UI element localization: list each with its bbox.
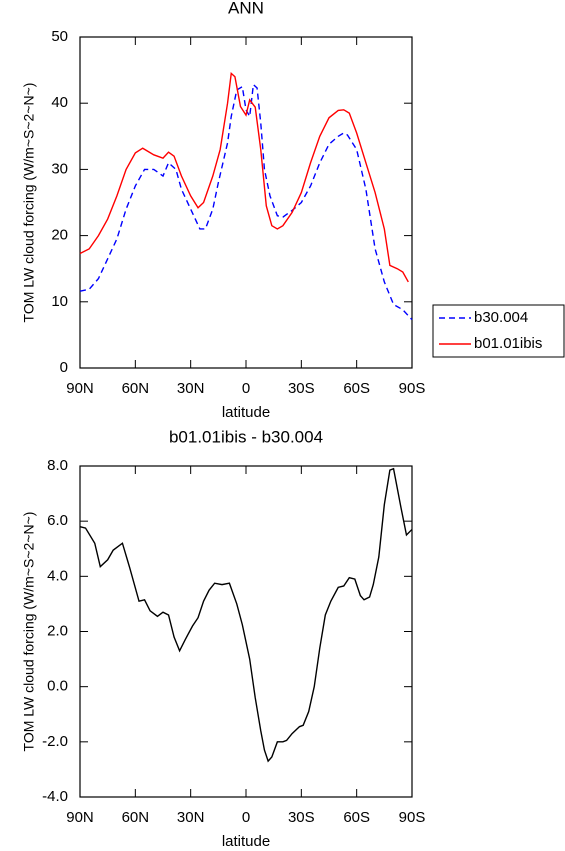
legend-label: b01.01ibis — [474, 335, 542, 352]
x-tick-label: 30N — [177, 809, 205, 826]
chart-title: b01.01ibis - b30.004 — [169, 427, 323, 446]
y-tick-label: -2.0 — [42, 733, 68, 750]
x-axis-label: latitude — [222, 833, 270, 850]
y-tick-label: -4.0 — [42, 788, 68, 805]
x-tick-label: 90N — [66, 809, 94, 826]
y-tick-label: 10 — [51, 293, 68, 310]
y-tick-label: 0 — [60, 359, 68, 376]
legend-box — [432, 304, 565, 358]
y-tick-label: 40 — [51, 94, 68, 111]
y-tick-label: 50 — [51, 28, 68, 45]
y-tick-label: 20 — [51, 227, 68, 244]
y-tick-label: 8.0 — [47, 457, 68, 474]
x-tick-label: 30N — [177, 380, 205, 397]
x-tick-label: 60N — [122, 380, 150, 397]
data-line — [79, 71, 409, 283]
y-tick-label: 4.0 — [47, 567, 68, 584]
x-tick-label: 60N — [122, 809, 150, 826]
x-tick-label: 90N — [66, 380, 94, 397]
chart-title: ANN — [228, 0, 264, 17]
x-tick-label: 0 — [242, 380, 250, 397]
x-tick-label: 60S — [343, 809, 370, 826]
x-tick-label: 60S — [343, 380, 370, 397]
x-axis-label: latitude — [222, 404, 270, 421]
legend-label: b30.004 — [474, 309, 528, 326]
y-tick-label: 0.0 — [47, 678, 68, 695]
y-tick-label: 6.0 — [47, 512, 68, 529]
plot-frame — [79, 36, 413, 369]
x-tick-label: 90S — [399, 380, 426, 397]
x-tick-label: 30S — [288, 809, 315, 826]
y-tick-label: 30 — [51, 160, 68, 177]
data-line — [79, 83, 413, 321]
plot-frame — [79, 465, 413, 798]
x-tick-label: 90S — [399, 809, 426, 826]
y-axis-label: TOM LW cloud forcing (W/m~S~2~N~) — [21, 512, 37, 752]
x-tick-label: 30S — [288, 380, 315, 397]
data-line — [79, 467, 413, 763]
x-tick-label: 0 — [242, 809, 250, 826]
y-tick-label: 2.0 — [47, 622, 68, 639]
y-axis-label: TOM LW cloud forcing (W/m~S~2~N~) — [21, 83, 37, 323]
